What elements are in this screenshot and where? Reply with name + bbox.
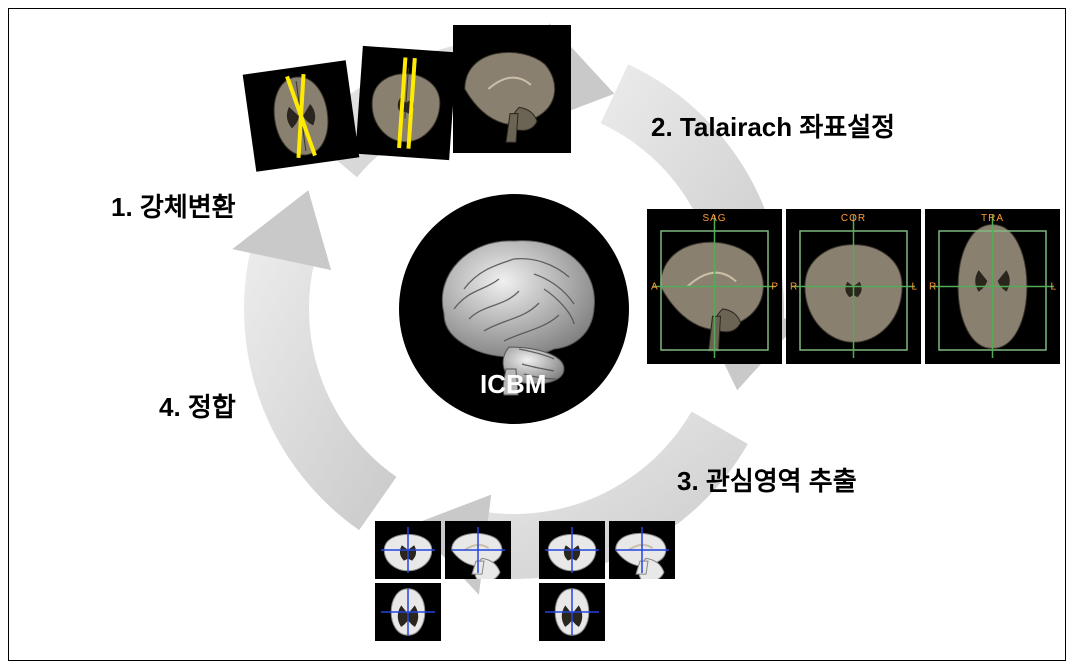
view-label: COR [786,213,921,224]
side-label-right: P [771,281,778,292]
side-label-right: L [1050,281,1056,292]
talairach-coronal: COR R L [786,209,921,364]
roi-intile-sagittal [609,521,675,579]
step1-thumb-sagittal [453,25,571,153]
talairach-panel: SAG A P COR R L TRA R L [647,209,1060,364]
step1-label: 1. 강체변환 [111,187,236,224]
roi-intile-axial [539,583,605,641]
step4-label: 4. 정합 [159,387,236,424]
talairach-axial: TRA R L [925,209,1060,364]
side-label-left: A [651,281,658,292]
side-label-left: R [790,281,797,292]
roi-set-2 [539,521,675,641]
view-label: SAG [647,213,782,224]
side-label-right: L [911,281,917,292]
side-label-left: R [929,281,936,292]
step1-thumb-axial [243,60,360,172]
diagram-frame: ICBM 1. 강체변환 2. Talairach 좌표설정 3. 관심영역 추… [8,8,1066,661]
step3-label: 3. 관심영역 추출 [677,461,857,498]
roi-intile-coronal [375,521,441,579]
roi-intile-axial [375,583,441,641]
roi-set-1 [375,521,511,641]
step1-thumb-coronal [355,46,456,160]
icbm-label: ICBM [480,369,546,400]
talairach-sagittal: SAG A P [647,209,782,364]
view-label: TRA [925,213,1060,224]
roi-intile-sagittal [445,521,511,579]
roi-intile-coronal [539,521,605,579]
step2-label: 2. Talairach 좌표설정 [651,107,895,144]
